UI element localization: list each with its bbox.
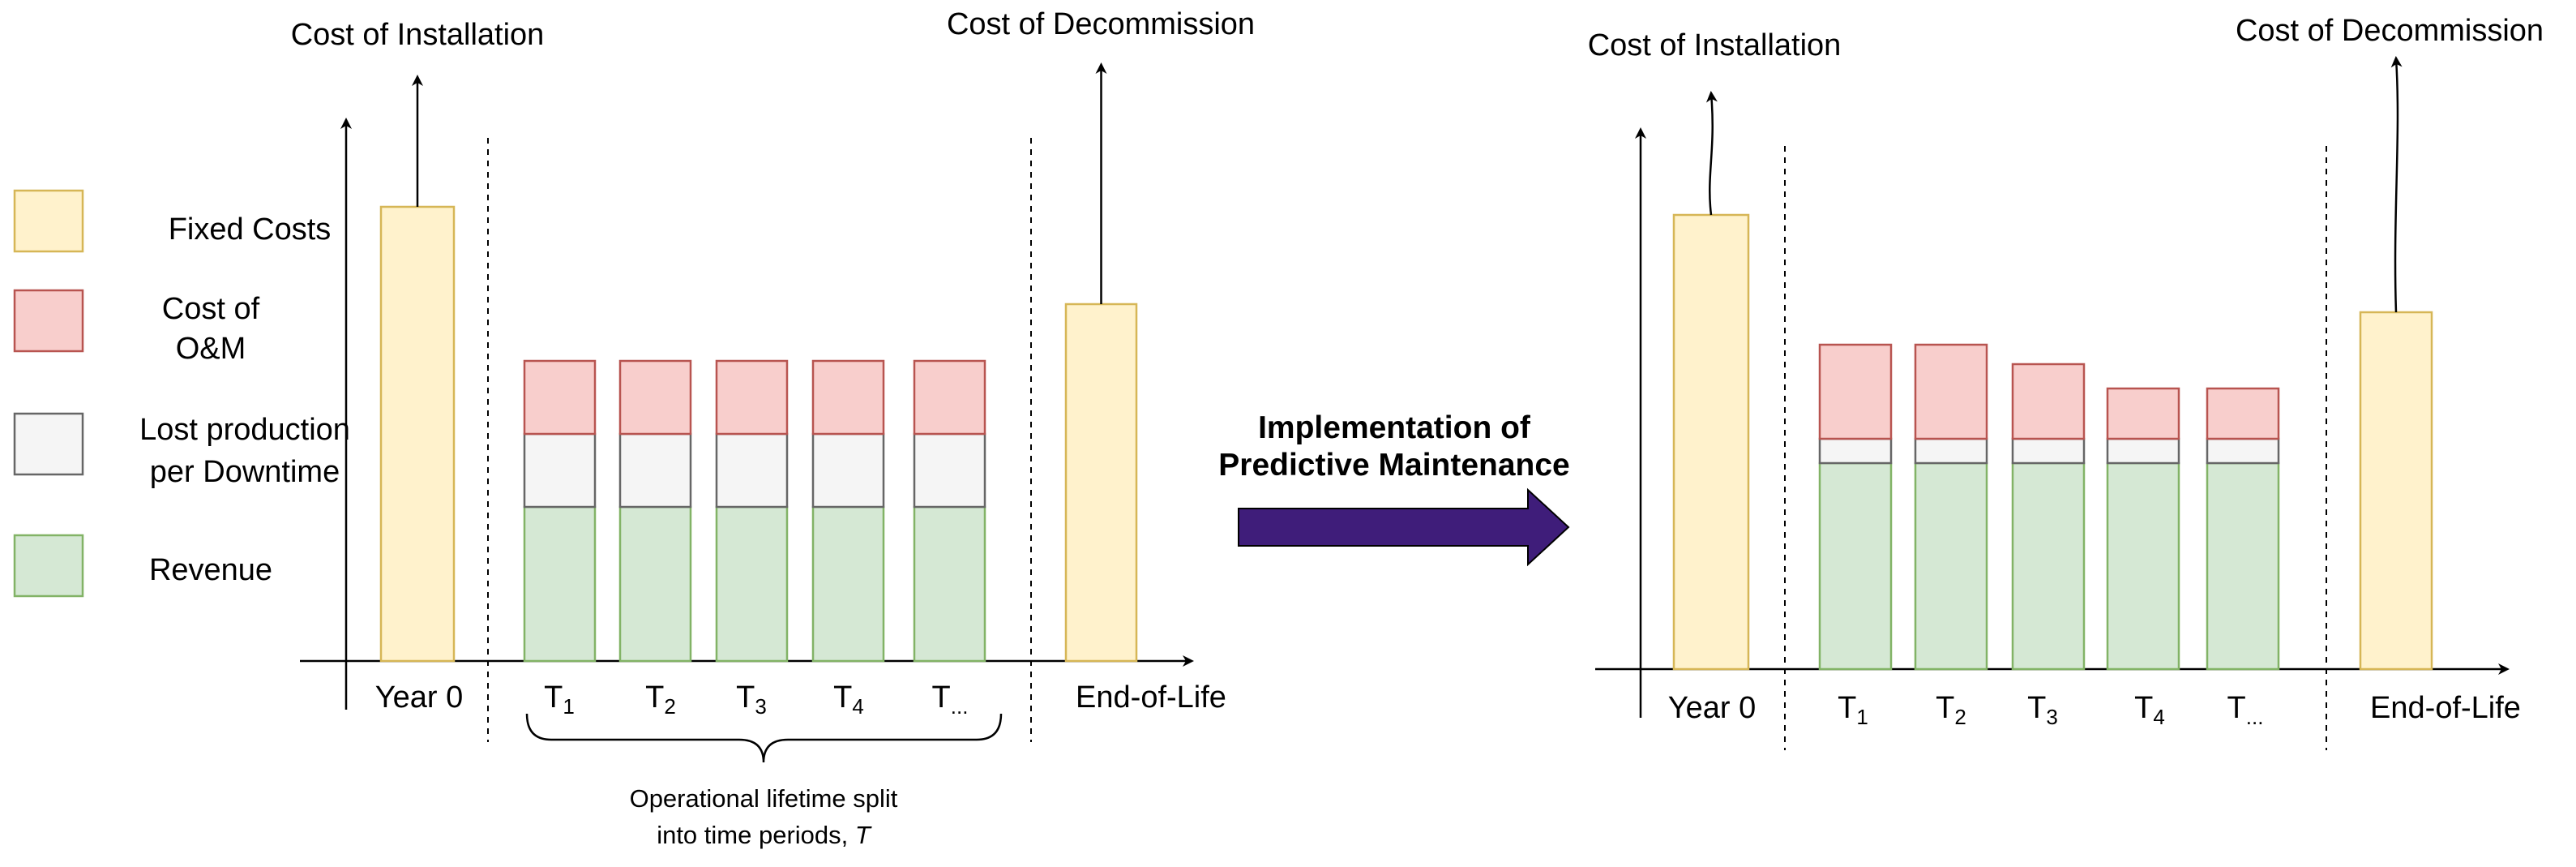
period-revenue-bar bbox=[2206, 461, 2280, 671]
period-tick-label: T4 bbox=[833, 680, 864, 719]
period-tick-label: T2 bbox=[1936, 691, 1966, 729]
period-tick-label: T... bbox=[2227, 691, 2264, 729]
end-of-life-label: End-of-Life bbox=[1076, 680, 1226, 715]
brace-caption-text: into time periods, bbox=[657, 821, 855, 849]
period-om-cost-bar bbox=[1818, 343, 1893, 440]
transition-label-line2: Predictive Maintenance bbox=[1218, 448, 1570, 483]
period-revenue-bar bbox=[811, 505, 885, 663]
period-lost-production-bar bbox=[715, 432, 789, 509]
installation-cost-label: Cost of Installation bbox=[291, 18, 545, 52]
period-lost-production-bar bbox=[1818, 437, 1893, 465]
end-of-life-label: End-of-Life bbox=[2370, 691, 2521, 725]
legend-label-lost-line2: per Downtime bbox=[150, 455, 340, 489]
end-of-life-fixed-cost-bar bbox=[1064, 303, 1138, 663]
curly-brace bbox=[525, 713, 1003, 763]
period-lost-production-bar bbox=[618, 432, 692, 509]
period-lost-production-bar bbox=[2106, 437, 2180, 465]
period-lost-production-bar bbox=[811, 432, 885, 509]
brace-caption-line2: into time periods, T bbox=[657, 821, 872, 849]
period-tick-base: T bbox=[932, 680, 951, 715]
period-lost-production-bar bbox=[523, 432, 597, 509]
year0-fixed-cost-bar bbox=[1672, 213, 1750, 671]
period-om-cost-bar bbox=[811, 359, 885, 436]
period-lost-production-bar bbox=[1914, 437, 1988, 465]
period-tick-base: T bbox=[2027, 691, 2046, 725]
period-tick-subscript: 2 bbox=[664, 694, 675, 719]
period-revenue-bar bbox=[523, 505, 597, 663]
period-lost-production-bar bbox=[913, 432, 986, 509]
period-tick-subscript: ... bbox=[2246, 705, 2264, 729]
period-tick-label: T4 bbox=[2134, 691, 2165, 729]
period-om-cost-bar bbox=[2011, 363, 2086, 440]
year0-fixed-cost-bar bbox=[379, 205, 456, 663]
period-tick-base: T bbox=[2134, 691, 2153, 725]
period-tick-label: T1 bbox=[544, 680, 575, 719]
period-tick-label: T3 bbox=[736, 680, 767, 719]
period-om-cost-bar bbox=[1914, 343, 1988, 440]
period-tick-subscript: 4 bbox=[852, 694, 863, 719]
legend-swatch-revenue bbox=[13, 534, 84, 598]
panel-after: Cost of Installation Cost of Decommission… bbox=[1588, 14, 2544, 750]
lifetime-brace: Operational lifetime split into time per… bbox=[525, 713, 1003, 849]
period-tick-label: T... bbox=[932, 680, 969, 719]
period-tick-base: T bbox=[1838, 691, 1856, 725]
decommission-cost-label: Cost of Decommission bbox=[2236, 14, 2544, 48]
period-tick-base: T bbox=[1936, 691, 1954, 725]
period-tick-subscript: 4 bbox=[2153, 705, 2164, 729]
end-of-life-fixed-cost-bar bbox=[2359, 311, 2433, 671]
transition: Implementation of Predictive Maintenance bbox=[1218, 410, 1570, 567]
legend-label-om-line2: O&M bbox=[176, 332, 246, 366]
period-tick-label: T2 bbox=[645, 680, 676, 719]
period-revenue-bar bbox=[2011, 461, 2086, 671]
period-tick-subscript: 3 bbox=[755, 694, 766, 719]
legend-label-revenue: Revenue bbox=[149, 553, 272, 587]
period-revenue-bar bbox=[715, 505, 789, 663]
year0-label: Year 0 bbox=[1668, 691, 1756, 725]
period-tick-label: T3 bbox=[2027, 691, 2058, 729]
period-tick-subscript: 2 bbox=[1954, 705, 1966, 729]
period-tick-subscript: 1 bbox=[563, 694, 574, 719]
period-tick-subscript: ... bbox=[951, 694, 969, 719]
period-tick-base: T bbox=[2227, 691, 2246, 725]
transition-label-line1: Implementation of bbox=[1258, 410, 1531, 445]
period-om-cost-bar bbox=[618, 359, 692, 436]
period-lost-production-bar bbox=[2206, 437, 2280, 465]
legend-label-om-line1: Cost of bbox=[162, 292, 260, 326]
period-om-cost-bar bbox=[2206, 387, 2280, 440]
period-revenue-bar bbox=[1914, 461, 1988, 671]
period-revenue-bar bbox=[913, 505, 986, 663]
period-revenue-bar bbox=[1818, 461, 1893, 671]
period-om-cost-bar bbox=[2106, 387, 2180, 440]
decommission-cost-arrow bbox=[2390, 56, 2403, 313]
period-tick-subscript: 1 bbox=[1856, 705, 1868, 729]
period-om-cost-bar bbox=[913, 359, 986, 436]
period-tick-base: T bbox=[833, 680, 852, 715]
period-tick-base: T bbox=[544, 680, 563, 715]
period-om-cost-bar bbox=[715, 359, 789, 436]
installation-cost-label: Cost of Installation bbox=[1588, 28, 1842, 62]
period-revenue-bar bbox=[2106, 461, 2180, 671]
period-tick-subscript: 3 bbox=[2046, 705, 2057, 729]
transition-arrow bbox=[1238, 487, 1570, 567]
period-revenue-bar bbox=[618, 505, 692, 663]
legend: Fixed Costs Cost of O&M Lost production … bbox=[13, 189, 350, 598]
legend-label-lost-line1: Lost production bbox=[139, 413, 350, 447]
legend-swatch-om bbox=[13, 289, 84, 353]
brace-caption-line1: Operational lifetime split bbox=[630, 784, 898, 813]
legend-label-fixed: Fixed Costs bbox=[169, 212, 332, 247]
installation-cost-arrow bbox=[1705, 91, 1718, 216]
period-lost-production-bar bbox=[2011, 437, 2086, 465]
period-tick-base: T bbox=[645, 680, 664, 715]
legend-swatch-fixed bbox=[13, 189, 84, 253]
period-om-cost-bar bbox=[523, 359, 597, 436]
decommission-cost-label: Cost of Decommission bbox=[947, 7, 1255, 41]
panel-before: Cost of Installation Cost of Decommission… bbox=[291, 7, 1255, 742]
legend-swatch-lost bbox=[13, 412, 84, 476]
brace-caption-symbol: T bbox=[855, 821, 872, 849]
period-tick-label: T1 bbox=[1838, 691, 1868, 729]
period-tick-base: T bbox=[736, 680, 755, 715]
year0-label: Year 0 bbox=[375, 680, 463, 715]
